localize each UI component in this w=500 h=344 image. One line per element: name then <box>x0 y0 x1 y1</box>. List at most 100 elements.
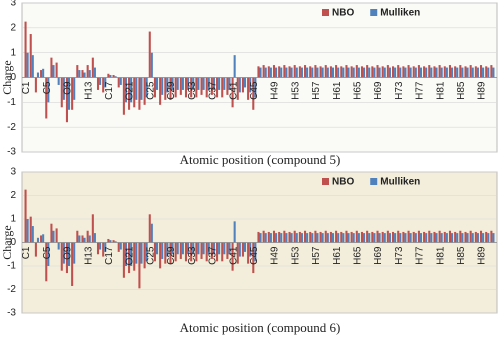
x-tick-label: C45 <box>249 81 260 100</box>
bar <box>342 67 345 78</box>
bar <box>407 65 410 78</box>
bar <box>285 67 288 78</box>
bar <box>128 77 131 110</box>
x-tick-label: H53 <box>290 81 301 100</box>
bar <box>314 230 317 243</box>
bar <box>295 67 298 78</box>
bar <box>187 77 190 90</box>
bar <box>352 67 355 78</box>
bar <box>445 67 448 78</box>
bar <box>479 230 483 243</box>
bar <box>376 230 379 243</box>
bar <box>269 67 272 78</box>
bar <box>417 230 420 243</box>
bar <box>433 66 436 78</box>
bar <box>309 66 312 78</box>
bar <box>438 65 441 78</box>
bar <box>474 231 477 243</box>
bar <box>319 231 322 243</box>
bar <box>485 231 488 243</box>
bar <box>386 65 389 78</box>
y-tick-label: -2 <box>7 122 16 133</box>
bar <box>479 65 483 78</box>
bar <box>99 242 102 250</box>
bar <box>419 67 423 78</box>
bar <box>52 65 55 78</box>
bar <box>340 66 343 78</box>
bar <box>373 67 376 78</box>
bar <box>135 77 138 100</box>
bar <box>238 242 241 257</box>
bar <box>135 242 138 264</box>
bar <box>254 242 257 262</box>
bar <box>96 77 100 90</box>
bar <box>464 231 467 243</box>
bar <box>81 70 84 78</box>
x-tick-label: H77 <box>415 246 426 265</box>
bar <box>164 77 167 100</box>
bar <box>373 233 376 243</box>
x-tick-label: C29 <box>166 246 177 265</box>
bar <box>402 231 405 243</box>
bar <box>88 235 91 243</box>
bar <box>482 67 485 78</box>
bar <box>91 57 94 78</box>
x-tick-label: H13 <box>83 81 94 100</box>
bar <box>326 67 329 78</box>
bar <box>311 67 314 78</box>
bar <box>143 242 146 269</box>
bar <box>159 242 162 269</box>
bar <box>368 233 371 243</box>
bar <box>65 77 68 123</box>
bar <box>62 242 65 264</box>
bar <box>228 242 231 255</box>
bar <box>304 230 307 243</box>
bar <box>366 230 369 243</box>
bar <box>407 230 410 243</box>
bar <box>394 67 397 78</box>
y-tick-label: -2 <box>7 284 16 295</box>
bar <box>435 67 438 78</box>
bar <box>71 77 74 110</box>
bar <box>99 77 102 85</box>
y-axis-label: Charge <box>0 60 14 94</box>
bar <box>60 77 63 108</box>
bar <box>184 77 188 98</box>
bar <box>412 231 415 243</box>
x-tick-label: H81 <box>435 246 446 265</box>
bar <box>316 233 319 243</box>
bar <box>169 77 172 100</box>
bar <box>174 77 177 98</box>
x-tick-label: H49 <box>270 246 281 265</box>
x-tick-label: H61 <box>332 81 343 100</box>
x-tick-label: C33 <box>187 81 198 100</box>
bar <box>476 233 479 243</box>
bar <box>335 230 338 243</box>
bar <box>272 65 276 78</box>
bar <box>76 230 79 243</box>
x-tick-label: C17 <box>104 81 115 100</box>
bar <box>184 242 188 262</box>
x-tick-label: C1 <box>21 81 32 94</box>
bar <box>492 233 495 243</box>
bar <box>195 242 198 262</box>
bar <box>212 242 215 255</box>
y-tick-label: -1 <box>7 261 16 272</box>
bar <box>466 67 469 78</box>
bar <box>102 242 105 257</box>
bar <box>47 242 50 266</box>
bar <box>443 66 446 78</box>
bar <box>130 77 133 103</box>
bar <box>278 231 281 243</box>
bar <box>50 57 53 78</box>
bar <box>102 77 105 93</box>
bar <box>181 77 184 90</box>
bar <box>31 55 34 78</box>
bar <box>133 242 136 271</box>
x-tick-label: H89 <box>477 246 488 265</box>
bar <box>228 77 231 90</box>
bar <box>381 66 384 78</box>
bar <box>440 233 443 243</box>
bar <box>243 242 247 252</box>
bar <box>319 66 322 78</box>
